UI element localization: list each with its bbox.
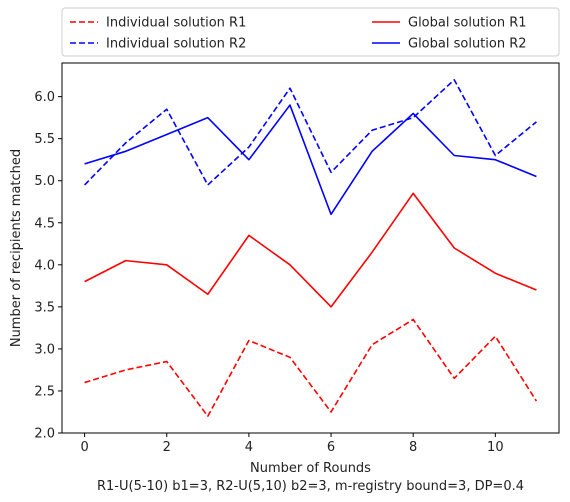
y-axis-label: Number of recipients matched: [9, 149, 24, 347]
y-tick-label: 4.0: [34, 258, 55, 273]
x-tick-label: 2: [163, 440, 171, 455]
legend-label-individual-solution-r1: Individual solution R1: [106, 16, 246, 31]
legend-label-global-solution-r2: Global solution R2: [408, 37, 527, 52]
y-tick-label: 4.5: [34, 216, 55, 231]
series-line-global-solution-r1: [84, 192, 537, 308]
y-tick-label: 6.0: [34, 90, 55, 105]
series-line-global-solution-r2: [84, 104, 537, 216]
legend-label-individual-solution-r2: Individual solution R2: [106, 37, 246, 52]
y-tick-label: 5.0: [34, 174, 55, 189]
legend-label-global-solution-r1: Global solution R1: [408, 16, 527, 31]
legend: Individual solution R1 Individual solutio…: [61, 7, 560, 57]
y-axis: 2.0 2.5 3.0 3.5 4.0 4.5 5.0 5.5 6.0: [34, 90, 62, 442]
legend-box: [61, 7, 560, 57]
chart-caption: R1-U(5-10) b1=3, R2-U(5,10) b2=3, m-regi…: [97, 479, 524, 494]
x-axis: 0 2 4 6 8 10: [80, 433, 504, 455]
x-tick-label: 4: [245, 440, 253, 455]
x-tick-label: 6: [327, 440, 335, 455]
y-tick-label: 5.5: [34, 132, 55, 147]
series-line-individual-solution-r1: [84, 318, 538, 417]
series-layer: [84, 79, 538, 417]
y-tick-label: 2.5: [34, 384, 55, 399]
plot-frame: [61, 62, 560, 434]
y-tick-label: 2.0: [34, 427, 55, 442]
x-axis-label: Number of Rounds: [250, 461, 371, 476]
x-tick-label: 10: [487, 440, 504, 455]
y-tick-label: 3.5: [34, 300, 55, 315]
series-line-individual-solution-r2: [84, 79, 537, 186]
x-tick-label: 8: [409, 440, 417, 455]
x-tick-label: 0: [80, 440, 88, 455]
y-tick-label: 3.0: [34, 342, 55, 357]
